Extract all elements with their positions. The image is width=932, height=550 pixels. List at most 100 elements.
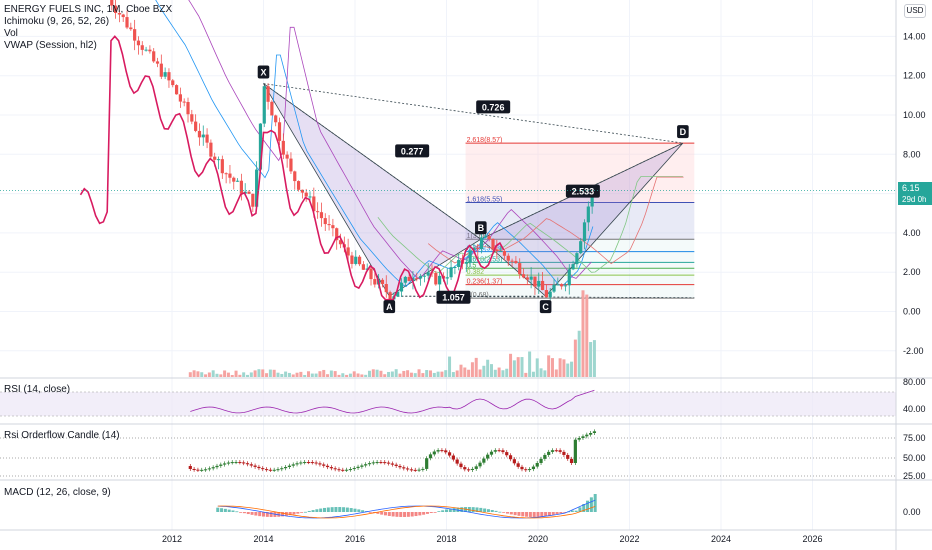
- candle-body: [464, 261, 468, 264]
- candle-body: [312, 196, 316, 212]
- currency-button[interactable]: USD: [904, 4, 926, 18]
- candle-body: [396, 291, 400, 297]
- macd-legend[interactable]: MACD (12, 26, close, 9): [4, 487, 111, 498]
- candle-body: [560, 284, 564, 287]
- indicator-vwap[interactable]: VWAP (Session, hl2): [4, 40, 97, 51]
- macd-histogram-bar: [254, 512, 258, 516]
- orderflow-body: [482, 458, 486, 463]
- candle-body: [155, 61, 160, 64]
- ichimoku-base-line: [188, 0, 592, 280]
- harmonic-pattern: [263, 83, 695, 299]
- candle-body: [418, 276, 423, 279]
- volume-bar: [371, 369, 375, 377]
- macd-tick-label: 0.00: [903, 507, 921, 517]
- orderflow-body: [211, 467, 215, 469]
- volume-bar: [192, 370, 196, 377]
- macd-histogram-bar: [574, 510, 578, 512]
- macd-histogram-bar: [269, 512, 273, 517]
- orderflow-body: [207, 468, 211, 470]
- candle-body: [571, 264, 575, 270]
- time-tick-label: 2020: [528, 534, 548, 544]
- pattern-point-label-bg: [257, 65, 270, 79]
- fib-level-label: 1.618(5.55): [467, 196, 503, 203]
- pattern-point-label-bg: [475, 221, 487, 235]
- candle-body: [357, 256, 362, 265]
- indicator-ichimoku[interactable]: Ichimoku (9, 26, 52, 26): [4, 16, 110, 27]
- volume-bar: [547, 355, 551, 377]
- symbol-title[interactable]: ENERGY FUELS INC, 1M, Cboe BZX: [4, 4, 173, 15]
- orderflow-body: [257, 466, 261, 469]
- macd-histogram-bar: [277, 512, 281, 517]
- volume-bar: [550, 358, 554, 377]
- rsi-band: [0, 392, 896, 416]
- volume-bar: [592, 340, 596, 377]
- macd-histogram-bar: [509, 512, 513, 515]
- volume-bar: [226, 372, 230, 377]
- macd-histogram-bar: [425, 512, 429, 514]
- orderflow-body: [341, 469, 345, 471]
- macd-histogram-bar: [494, 510, 498, 512]
- macd-histogram-bar: [410, 512, 414, 517]
- candle-body: [113, 5, 118, 13]
- orderflow-legend[interactable]: Rsi Orderflow Candle (14): [4, 430, 120, 441]
- volume-bar: [265, 373, 269, 377]
- candle-body: [281, 140, 285, 155]
- orderflow-body: [501, 450, 505, 453]
- ratio-label-bg: [476, 100, 511, 114]
- price-tick-label: -2.00: [903, 346, 924, 356]
- last-price-tag: 6.15: [898, 182, 932, 194]
- candle-body: [521, 274, 526, 278]
- pattern-bd-line: [480, 142, 684, 240]
- orderflow-tick-label: 75.00: [903, 433, 926, 443]
- candle-body: [399, 282, 404, 292]
- orderflow-body: [303, 462, 307, 464]
- candle-body: [479, 237, 484, 249]
- candle-body: [533, 276, 537, 287]
- orderflow-body: [318, 463, 322, 465]
- macd-histogram-bar: [582, 504, 586, 512]
- candle-body: [586, 206, 590, 223]
- candle-body: [220, 159, 224, 174]
- volume-bar: [398, 373, 402, 377]
- volume-bar: [585, 294, 589, 377]
- macd-histogram-bar: [315, 509, 319, 512]
- orderflow-body: [215, 465, 219, 468]
- orderflow-body: [284, 466, 288, 469]
- orderflow-body: [573, 439, 577, 463]
- candle-body: [582, 222, 587, 242]
- candle-body: [209, 142, 213, 157]
- orderflow-body: [425, 458, 429, 469]
- volume-bar: [253, 370, 257, 377]
- macd-histogram-bar: [406, 512, 410, 517]
- volume-bar: [562, 359, 566, 377]
- candle-body: [338, 240, 343, 245]
- macd-histogram-bar: [246, 512, 250, 515]
- rsi-legend[interactable]: RSI (14, close): [4, 384, 71, 395]
- indicator-vol[interactable]: Vol: [4, 28, 18, 39]
- volume-bar: [524, 372, 528, 377]
- volume-bar: [577, 330, 581, 377]
- candle-body: [159, 63, 163, 77]
- candle-body: [235, 180, 240, 182]
- orderflow-body: [489, 451, 494, 455]
- macd-histogram-bar: [353, 508, 357, 512]
- orderflow-body: [234, 462, 238, 464]
- ratio-label-bg: [565, 184, 600, 198]
- macd-histogram-bar: [220, 508, 224, 512]
- volume-bar: [284, 371, 288, 377]
- macd-histogram-bar: [292, 512, 296, 515]
- candle-body: [426, 272, 430, 276]
- candle-body: [373, 279, 377, 285]
- macd-histogram-bar: [227, 509, 231, 512]
- volume-bar: [432, 372, 436, 377]
- orderflow-body: [406, 468, 410, 470]
- orderflow-body: [226, 462, 231, 464]
- fib-level-label: 0.236(1.37): [467, 279, 503, 286]
- volume-bar: [444, 370, 448, 377]
- volume-bar: [448, 356, 452, 377]
- macd-histogram-bar: [570, 510, 574, 512]
- orderflow-body: [470, 468, 475, 470]
- volume-bar: [306, 371, 310, 377]
- candle-body: [499, 251, 503, 253]
